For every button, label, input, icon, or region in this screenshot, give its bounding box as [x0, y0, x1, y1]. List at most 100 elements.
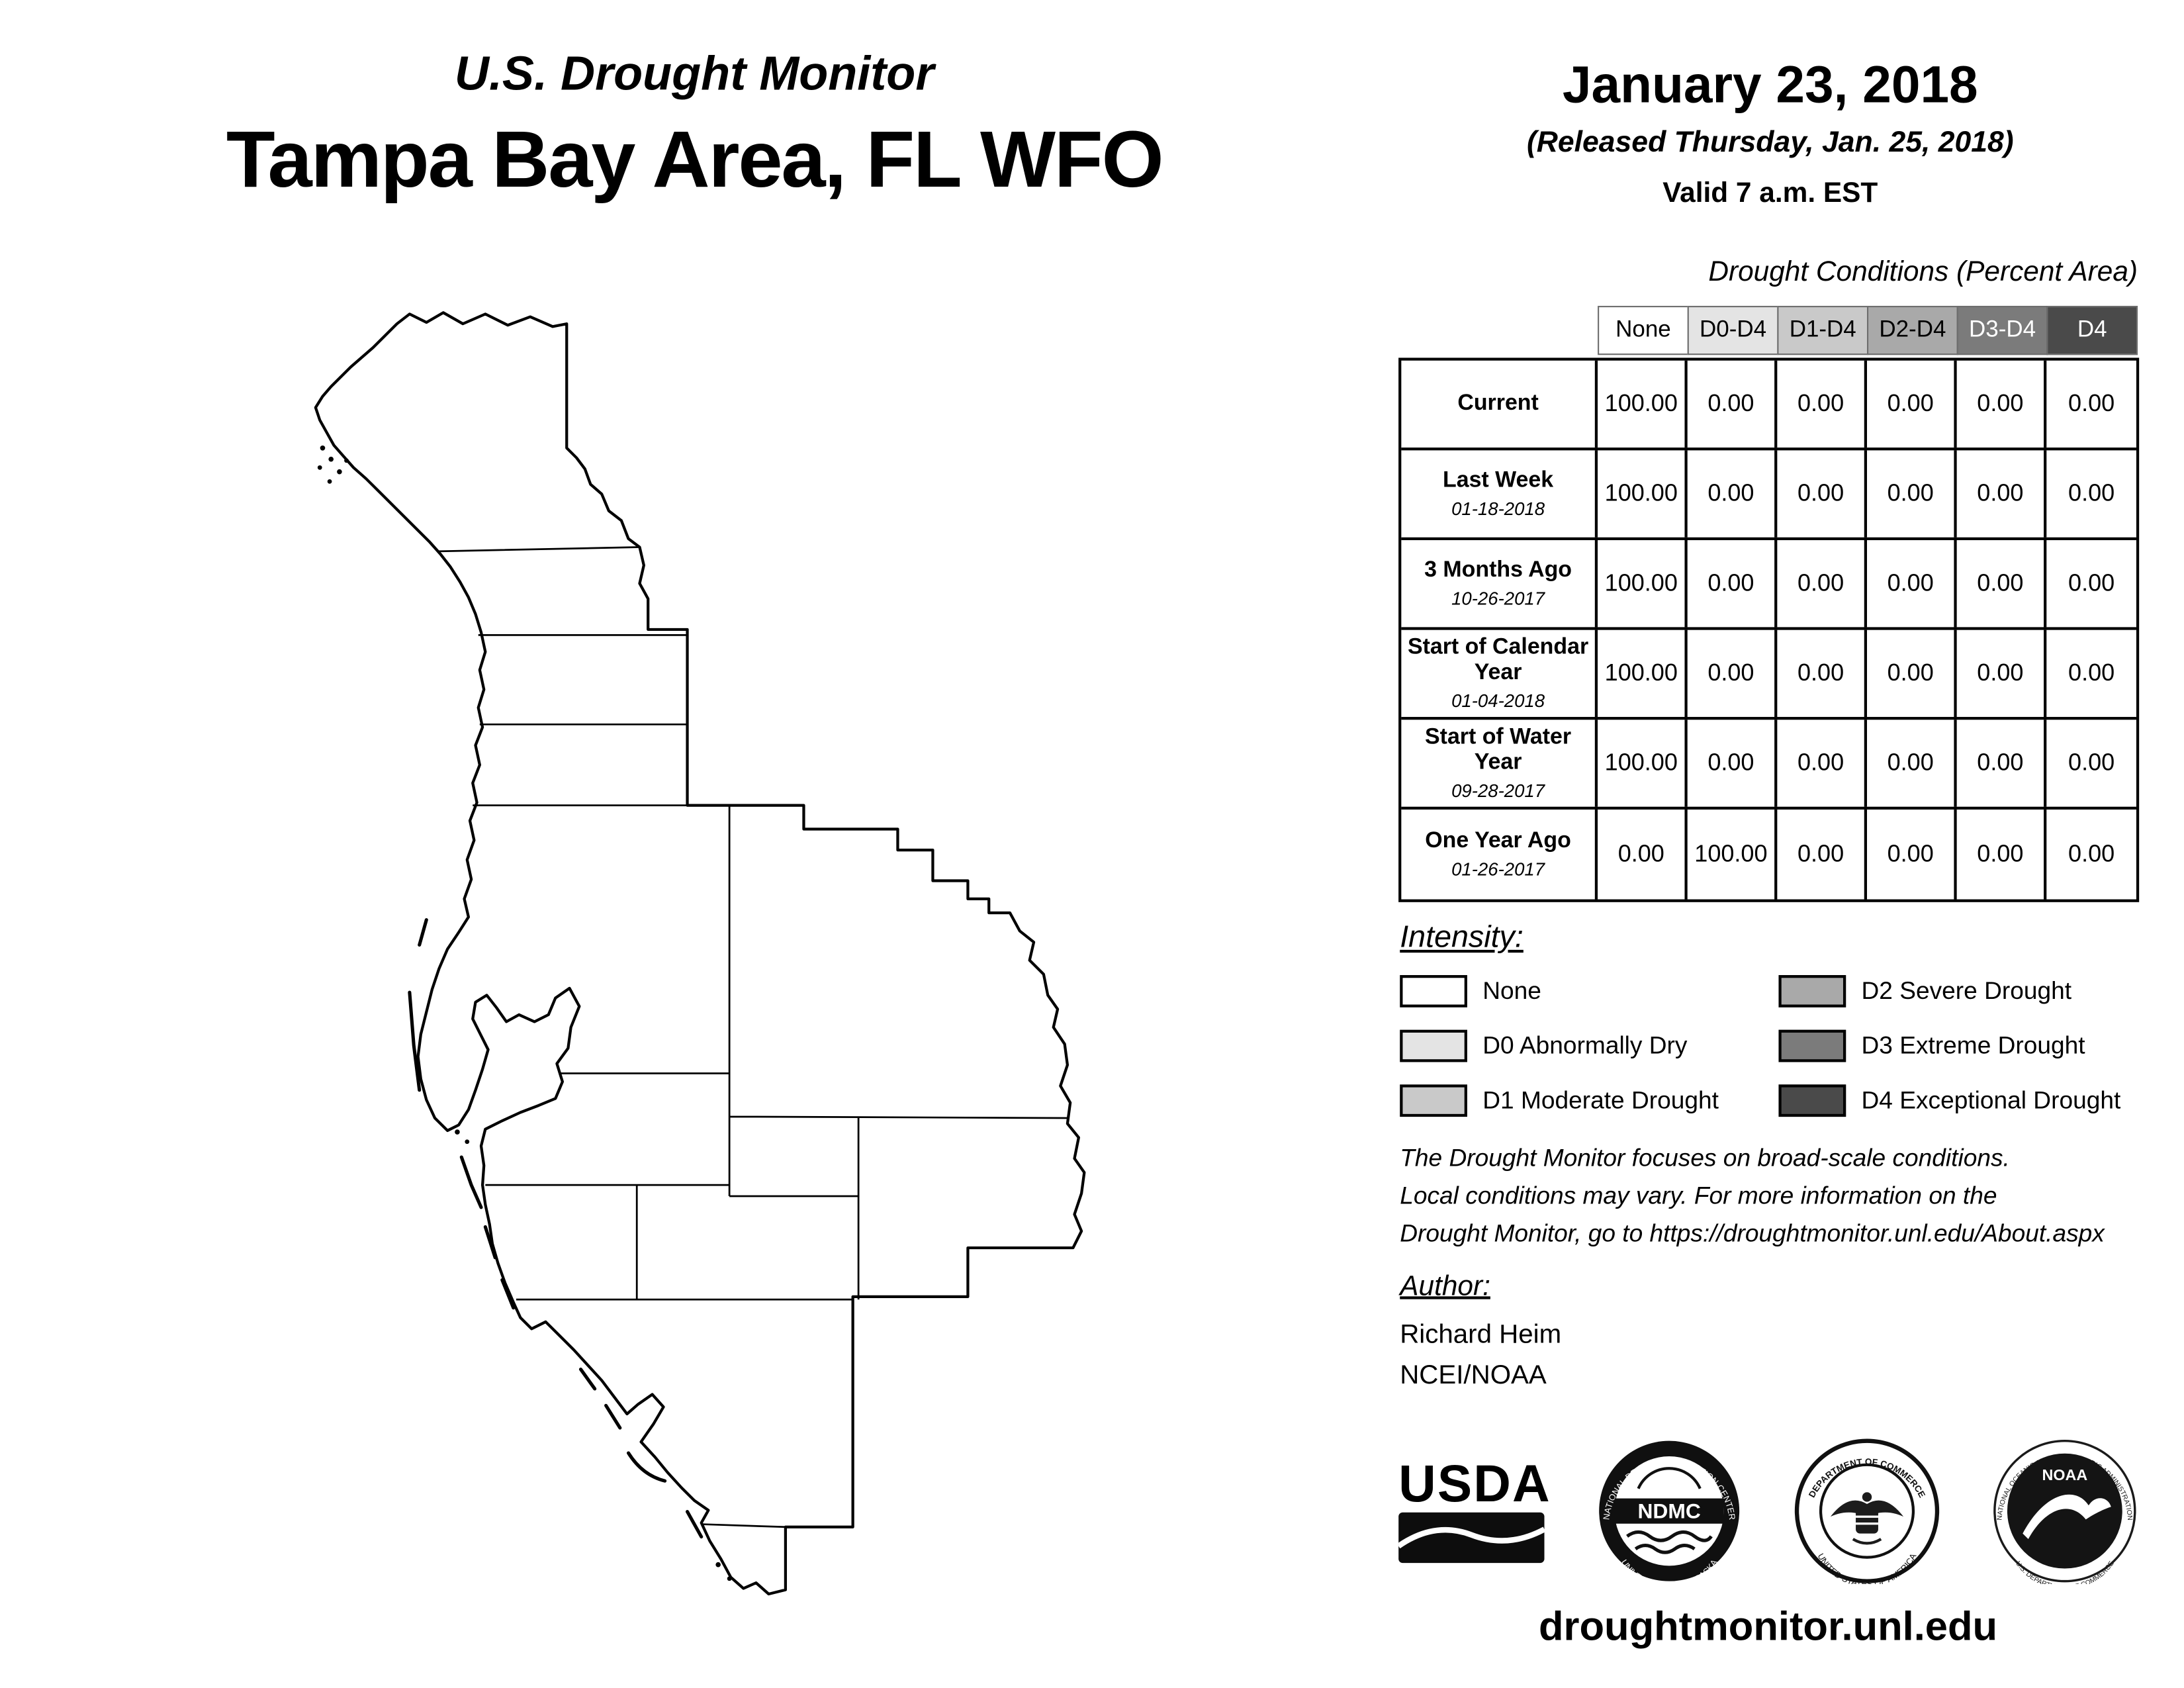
table-cell: 0.00: [1957, 720, 2047, 807]
table-cell: 0.00: [1777, 809, 1868, 900]
wfo-outer-boundary: [314, 311, 1086, 1596]
ndmc-logo: NATIONAL DROUGHT MITIGATION CENTER UNIVE…: [1599, 1440, 1740, 1584]
noaa-logo: NATIONAL OCEANIC AND ATMOSPHERIC ADMINIS…: [1993, 1439, 2136, 1584]
county-border-lines: [437, 546, 1068, 1528]
table-cell: 0.00: [1777, 360, 1868, 448]
column-header-d0d4: D0-D4: [1687, 306, 1779, 355]
table-cell: 0.00: [1957, 450, 2047, 538]
footer-url: droughtmonitor.unl.edu: [1539, 1605, 1998, 1650]
table-cell: 0.00: [1957, 630, 2047, 718]
row-label: Current: [1401, 360, 1598, 448]
author-org: NCEI/NOAA: [1400, 1360, 1547, 1391]
table-row-start-of-calendar-year: Start of Calendar Year 01-04-2018 100.00…: [1401, 630, 2136, 720]
intensity-legend: None D2 Severe Drought D0 Abnormally Dry…: [1400, 974, 2139, 1118]
seagull-silhouette: [2023, 1494, 2111, 1540]
legend-item-d2: D2 Severe Drought: [1778, 974, 2139, 1009]
table-row-one-year-ago: One Year Ago 01-26-2017 0.00 100.00 0.00…: [1401, 809, 2136, 900]
table-cell: 0.00: [2068, 840, 2115, 867]
report-header-right: January 23, 2018 (Released Thursday, Jan…: [1402, 56, 2138, 211]
table-cell: 0.00: [1688, 450, 1778, 538]
svg-text:NOAA: NOAA: [2042, 1466, 2088, 1483]
table-cell: 0.00: [1688, 720, 1778, 807]
legend-item-d1: D1 Moderate Drought: [1400, 1083, 1778, 1118]
table-cell: 0.00: [1688, 539, 1778, 628]
table-row-start-of-water-year: Start of Water Year 09-28-2017 100.00 0.…: [1401, 720, 2136, 810]
table-cell: 0.00: [1777, 450, 1868, 538]
table-column-headers: None D0-D4 D1-D4 D2-D4 D3-D4 D4: [1598, 306, 2138, 355]
table-cell: 0.00: [1688, 360, 1778, 448]
table-cell: 100.00: [1688, 809, 1778, 900]
column-header-d4: D4: [2046, 306, 2138, 355]
row-label: One Year Ago 01-26-2017: [1401, 809, 1598, 900]
column-header-none: None: [1598, 306, 1689, 355]
swatch-d4: [1778, 1084, 1846, 1117]
table-cell: 0.00: [1867, 630, 1957, 718]
valid-time: Valid 7 a.m. EST: [1662, 178, 1878, 209]
usda-logo: USDA: [1398, 1457, 1550, 1565]
table-cell: 0.00: [2068, 569, 2115, 596]
table-cell: 0.00: [1598, 809, 1688, 900]
table-cell: 0.00: [1957, 360, 2047, 448]
report-date: January 23, 2018: [1562, 56, 1978, 114]
table-cell: 0.00: [1867, 720, 1957, 807]
barrier-islands: [408, 917, 704, 1539]
table-cell: 0.00: [1777, 630, 1868, 718]
report-header-left: U.S. Drought Monitor Tampa Bay Area, FL …: [140, 48, 1248, 206]
swatch-d0: [1400, 1029, 1467, 1062]
table-row-3-months-ago: 3 Months Ago 10-26-2017 100.00 0.00 0.00…: [1401, 539, 2136, 630]
legend-item-d0: D0 Abnormally Dry: [1400, 1029, 1778, 1064]
svg-text:NDMC: NDMC: [1637, 1499, 1700, 1523]
eagle-emblem: [1830, 1492, 1904, 1545]
intensity-legend-title: Intensity:: [1400, 919, 1524, 955]
table-cell: 100.00: [1598, 450, 1688, 538]
table-cell: 0.00: [2068, 479, 2115, 507]
column-header-d3d4: D3-D4: [1956, 306, 2048, 355]
row-label: Start of Water Year 09-28-2017: [1401, 720, 1598, 807]
agency-logos: USDA NATIONAL DROUGHT MITIGATION CENTER …: [1398, 1436, 2138, 1585]
coastal-island-dots: [317, 445, 732, 1581]
table-cell: 0.00: [2068, 749, 2115, 776]
row-label: 3 Months Ago 10-26-2017: [1401, 539, 1598, 628]
legend-item-d3: D3 Extreme Drought: [1778, 1029, 2139, 1064]
author-name: Richard Heim: [1400, 1320, 1562, 1350]
legend-item-d4: D4 Exceptional Drought: [1778, 1083, 2139, 1118]
table-cell: 100.00: [1598, 630, 1688, 718]
table-cell: 100.00: [1598, 720, 1688, 807]
table-cell: 0.00: [1688, 630, 1778, 718]
row-label: Last Week 01-18-2018: [1401, 450, 1598, 538]
drought-conditions-table: Current 100.00 0.00 0.00 0.00 0.00 0.00 …: [1398, 357, 2140, 902]
table-cell: 0.00: [1867, 450, 1957, 538]
table-cell: 0.00: [2068, 659, 2115, 686]
release-date: (Released Thursday, Jan. 25, 2018): [1526, 126, 2014, 159]
table-cell: 100.00: [1598, 360, 1688, 448]
table-cell: 100.00: [1598, 539, 1688, 628]
author-heading: Author:: [1400, 1271, 1490, 1302]
swatch-d2: [1778, 975, 1846, 1008]
table-cell: 0.00: [1957, 539, 2047, 628]
county-outline-map: [314, 311, 1086, 1596]
table-cell: 0.00: [1867, 539, 1957, 628]
report-title: U.S. Drought Monitor: [454, 48, 934, 101]
usda-symbol: [1398, 1511, 1545, 1563]
table-cell: 0.00: [1777, 720, 1868, 807]
table-row-last-week: Last Week 01-18-2018 100.00 0.00 0.00 0.…: [1401, 450, 2136, 540]
disclaimer-text: The Drought Monitor focuses on broad-sca…: [1400, 1143, 2105, 1248]
row-label: Start of Calendar Year 01-04-2018: [1401, 630, 1598, 718]
swatch-none: [1400, 975, 1467, 1008]
tampa-bay-wfo-map: [281, 263, 1122, 1631]
table-row-current: Current 100.00 0.00 0.00 0.00 0.00 0.00: [1401, 360, 2136, 451]
table-cell: 0.00: [1957, 809, 2047, 900]
department-of-commerce-seal: DEPARTMENT OF COMMERCE UNITED STATES OF …: [1794, 1438, 1940, 1584]
swatch-d1: [1400, 1084, 1467, 1117]
table-title: Drought Conditions (Percent Area): [1708, 256, 2138, 288]
legend-item-none: None: [1400, 974, 1778, 1009]
column-header-d1d4: D1-D4: [1777, 306, 1869, 355]
swatch-d3: [1778, 1029, 1846, 1062]
table-cell: 0.00: [1867, 809, 1957, 900]
table-cell: 0.00: [1777, 539, 1868, 628]
table-cell: 0.00: [1867, 360, 1957, 448]
table-cell: 0.00: [2068, 390, 2115, 417]
column-header-d2d4: D2-D4: [1867, 306, 1958, 355]
region-title: Tampa Bay Area, FL WFO: [226, 115, 1164, 205]
